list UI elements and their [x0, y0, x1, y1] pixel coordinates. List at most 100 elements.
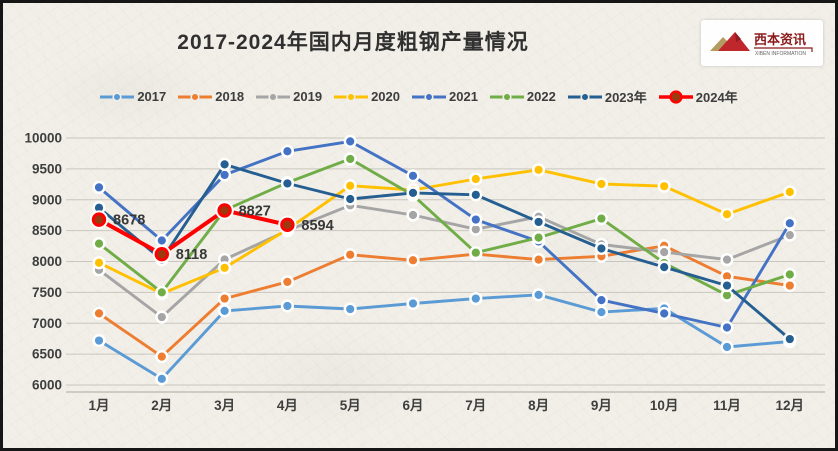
data-point-2022 — [785, 270, 794, 279]
data-point-2023年 — [220, 160, 229, 169]
marker-core — [157, 250, 166, 259]
data-point-2019 — [408, 210, 418, 220]
x-tick-label: 6月 — [402, 398, 423, 413]
gridlines — [66, 137, 825, 393]
data-point-2023年 — [283, 179, 292, 188]
data-point-2023年 — [785, 334, 794, 344]
data-point-2017 — [597, 308, 606, 317]
legend-label-2019: 2019 — [293, 89, 323, 104]
data-point-2017 — [471, 294, 480, 303]
data-point-2019 — [471, 225, 480, 234]
y-tick-label: 8000 — [32, 254, 62, 269]
data-point-2022 — [157, 288, 166, 297]
data-point-2020 — [471, 174, 480, 184]
data-point-2020 — [660, 182, 669, 191]
marker-core — [94, 215, 104, 224]
data-point-2023年 — [660, 263, 669, 272]
legend-item-2021: 2021 — [412, 89, 478, 104]
data-point-2018 — [534, 255, 543, 264]
y-tick-label: 9000 — [32, 192, 62, 207]
data-point-2022 — [722, 291, 732, 300]
series-2023年 — [92, 157, 797, 346]
data-point-2021 — [722, 323, 732, 332]
legend-item-2020: 2020 — [334, 89, 400, 104]
series-line-2017 — [97, 293, 792, 381]
logo-text-cn: 西本资讯 — [754, 32, 806, 47]
legend-label-2022: 2022 — [526, 89, 556, 104]
legend-marker-2020 — [334, 91, 369, 102]
x-tick-label: 11月 — [713, 398, 741, 413]
legend-item-2017: 2017 — [100, 89, 166, 104]
data-point-2020 — [534, 165, 543, 174]
series-2017 — [92, 288, 797, 386]
series-line-2021 — [97, 139, 792, 329]
legend-label-2017: 2017 — [137, 89, 167, 104]
data-point-2021 — [220, 170, 229, 180]
legend-marker-2018 — [178, 91, 213, 102]
x-tick-label: 4月 — [277, 398, 298, 413]
data-label-2024年: 8118 — [176, 247, 207, 263]
data-point-2021 — [94, 183, 104, 192]
data-point-2021 — [346, 137, 355, 146]
logo-mountain-shadow — [735, 32, 741, 42]
y-tick-label: 7500 — [32, 285, 62, 300]
legend-marker-2023年 — [567, 91, 602, 102]
data-point-2020 — [785, 187, 794, 197]
data-point-2021 — [597, 295, 606, 305]
y-tick-label: 8500 — [32, 223, 62, 238]
data-point-2017 — [346, 304, 355, 314]
data-point-2017 — [534, 290, 543, 299]
data-point-2021 — [283, 147, 292, 156]
x-tick-label: 8月 — [528, 398, 549, 413]
chart-title: 2017-2024年国内月度粗钢产量情况 — [177, 31, 529, 54]
legend-label-2018: 2018 — [215, 89, 245, 104]
data-point-2018 — [220, 294, 229, 303]
data-point-2018 — [408, 256, 418, 265]
data-point-2022 — [346, 154, 355, 164]
data-point-2023年 — [408, 188, 418, 197]
series-line-2018 — [97, 244, 792, 359]
data-point-2017 — [157, 374, 166, 383]
data-point-2023年 — [534, 217, 543, 227]
data-point-2017 — [722, 342, 732, 352]
legend-item-2022: 2022 — [489, 89, 556, 104]
x-tick-label: 3月 — [214, 398, 235, 413]
data-label-2024年: 8678 — [113, 213, 145, 229]
legend-item-2018: 2018 — [178, 89, 244, 104]
data-point-2022 — [597, 214, 606, 223]
data-point-2017 — [220, 306, 229, 315]
series-line-2024年 — [97, 208, 290, 257]
data-point-2020 — [346, 181, 355, 190]
legend-marker-2024年 — [658, 89, 693, 104]
line-chart: 6000 6500 7000 7500 8000 8500 9000 9500 10000 1月 2… — [24, 131, 825, 413]
data-point-2019 — [785, 231, 794, 240]
y-tick-label: 9500 — [32, 161, 62, 176]
x-tick-label: 9月 — [591, 398, 612, 413]
data-point-2017 — [283, 301, 292, 311]
logo-mountain-red — [718, 32, 750, 51]
x-tick-label: 5月 — [340, 398, 361, 413]
x-axis-labels: 1月 2月 3月 4月 5月 6月 7月 8月 9月 10月 11月 12月 — [88, 398, 804, 413]
data-point-2018 — [94, 309, 104, 318]
logo-underline — [754, 47, 813, 52]
x-tick-label: 2月 — [151, 398, 172, 413]
data-point-2021 — [157, 236, 166, 245]
data-point-2022 — [94, 239, 104, 248]
data-point-2021 — [785, 219, 794, 228]
legend-label-2020: 2020 — [371, 89, 400, 104]
data-point-2019 — [220, 255, 229, 264]
logo-text-en: XIBEN INFORMATION — [755, 51, 806, 57]
data-point-2021 — [471, 215, 480, 224]
data-point-2020 — [722, 210, 732, 219]
legend-label-2024年: 2024年 — [695, 90, 738, 105]
series-line-2023年 — [97, 162, 792, 341]
series-line-2020 — [97, 168, 792, 296]
y-axis-labels: 6000 6500 7000 7500 8000 8500 9000 9500 10000 — [24, 131, 62, 393]
data-label-2024年: 8827 — [239, 203, 271, 219]
brand-logo-graphic: 西本资讯 XIBEN INFORMATION — [710, 32, 813, 57]
legend-item-2024年: 2024年 — [658, 87, 738, 106]
series-line-2022 — [97, 157, 792, 297]
legend-item-2023年: 2023年 — [567, 87, 647, 106]
data-point-2023年 — [597, 244, 606, 253]
